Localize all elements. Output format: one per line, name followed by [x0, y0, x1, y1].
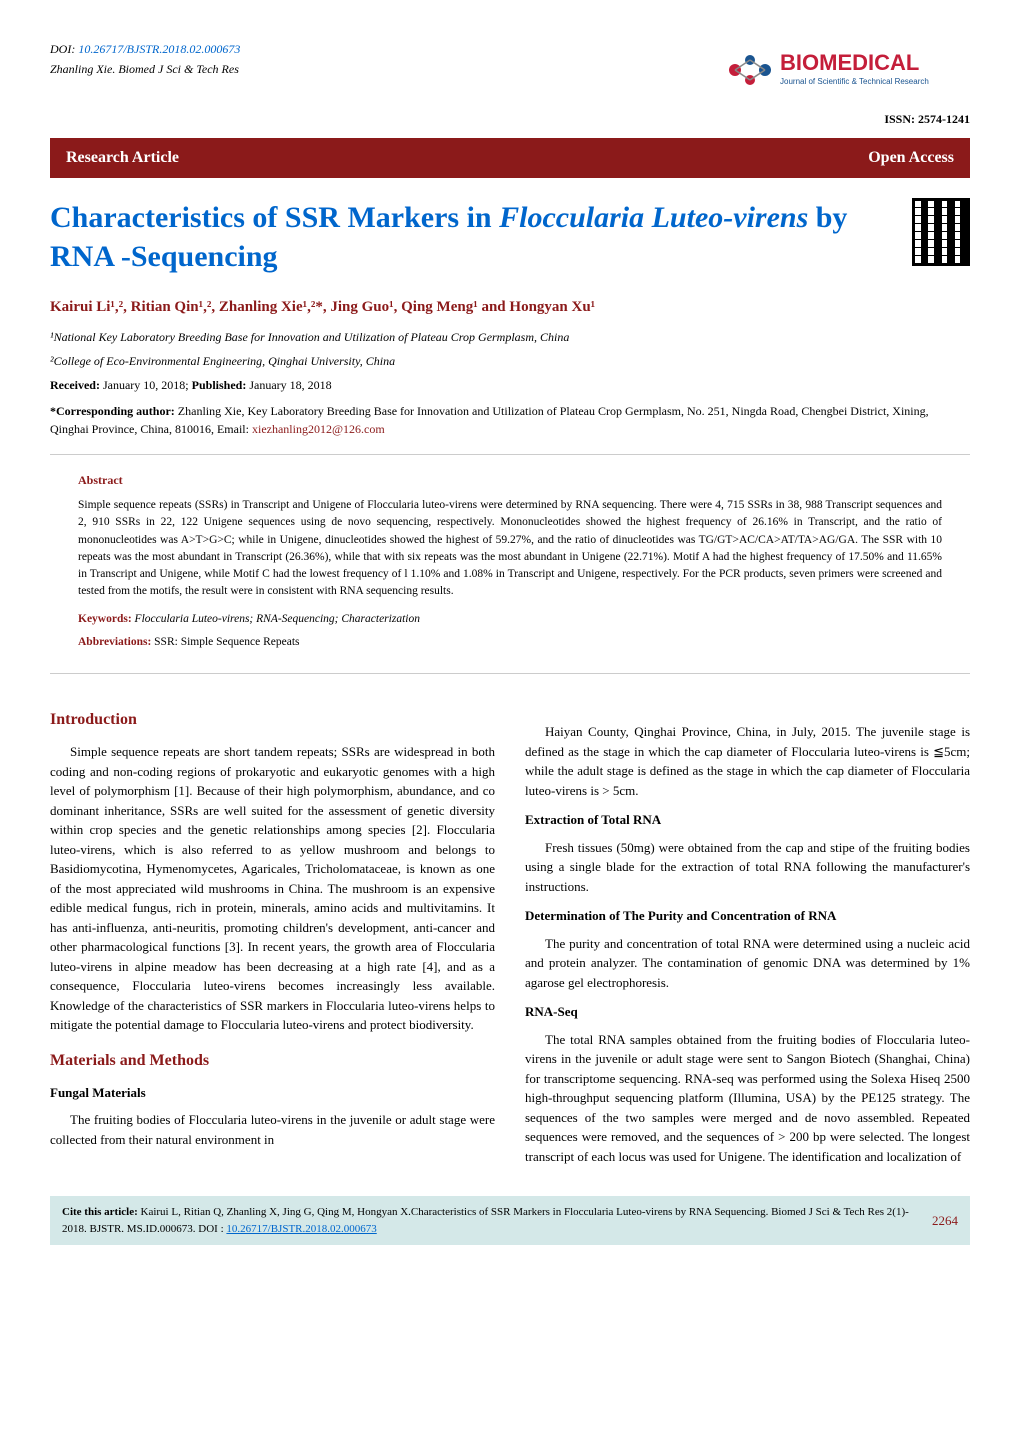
fungal-paragraph: The fruiting bodies of Floccularia luteo… — [50, 1110, 495, 1149]
cite-text: Kairui L, Ritian Q, Zhanling X, Jing G, … — [62, 1206, 909, 1235]
rnaseq-heading: RNA-Seq — [525, 1002, 970, 1022]
published-label: Published: — [192, 378, 247, 392]
affiliation-2: ²College of Eco-Environmental Engineerin… — [50, 352, 970, 370]
authors-line: Kairui Li¹,², Ritian Qin¹,², Zhanling Xi… — [50, 296, 970, 319]
received-date: January 10, 2018; — [103, 378, 189, 392]
doi-label: DOI: — [50, 42, 75, 56]
keywords-line: Keywords: Floccularia Luteo-virens; RNA-… — [78, 611, 942, 628]
article-type-banner: Research Article Open Access — [50, 138, 970, 178]
abbrev-line: Abbreviations: SSR: Simple Sequence Repe… — [78, 634, 942, 651]
header-left: DOI: 10.26717/BJSTR.2018.02.000673 Zhanl… — [50, 40, 710, 78]
abbrev-value: SSR: Simple Sequence Repeats — [154, 636, 299, 648]
biomedical-logo: BIOMEDICAL Journal of Scientific & Techn… — [710, 40, 970, 100]
dates-line: Received: January 10, 2018; Published: J… — [50, 376, 970, 394]
fungal-heading: Fungal Materials — [50, 1083, 495, 1103]
citation-box: Cite this article: Kairui L, Ritian Q, Z… — [50, 1196, 970, 1245]
corresponding-author: *Corresponding author: Zhanling Xie, Key… — [50, 402, 970, 438]
keywords-value: Floccularia Luteo-virens; RNA-Sequencing… — [135, 613, 420, 625]
author-ref: Zhanling Xie. — [50, 62, 115, 76]
received-label: Received: — [50, 378, 100, 392]
title-italic1: Floccularia Luteo-virens — [499, 201, 808, 234]
svg-text:BIOMEDICAL: BIOMEDICAL — [780, 50, 919, 75]
materials-heading: Materials and Methods — [50, 1049, 495, 1073]
title-part1: Characteristics of SSR Markers in — [50, 201, 499, 234]
purity-heading: Determination of The Purity and Concentr… — [525, 906, 970, 926]
corresponding-text: Zhanling Xie, Key Laboratory Breeding Ba… — [50, 404, 929, 436]
banner-left: Research Article — [66, 146, 179, 170]
abstract-text: Simple sequence repeats (SSRs) in Transc… — [78, 497, 942, 601]
article-title: Characteristics of SSR Markers in Floccu… — [50, 198, 912, 276]
extraction-heading: Extraction of Total RNA — [525, 810, 970, 830]
abstract-box: Abstract Simple sequence repeats (SSRs) … — [50, 454, 970, 674]
extraction-paragraph: Fresh tissues (50mg) were obtained from … — [525, 838, 970, 897]
logo-box: BIOMEDICAL Journal of Scientific & Techn… — [710, 40, 970, 128]
cite-doi-link[interactable]: 10.26717/BJSTR.2018.02.000673 — [226, 1223, 376, 1235]
right-column: Haiyan County, Qinghai Province, China, … — [525, 694, 970, 1176]
doi-line: DOI: 10.26717/BJSTR.2018.02.000673 — [50, 40, 710, 58]
cite-label: Cite this article: — [62, 1206, 138, 1218]
corresponding-email[interactable]: xiezhanling2012@126.com — [252, 422, 385, 436]
banner-right: Open Access — [868, 146, 954, 170]
citation-text-wrap: Cite this article: Kairui L, Ritian Q, Z… — [62, 1204, 932, 1237]
left-column: Introduction Simple sequence repeats are… — [50, 694, 495, 1176]
doi-link[interactable]: 10.26717/BJSTR.2018.02.000673 — [78, 42, 240, 56]
abstract-heading: Abstract — [78, 471, 942, 489]
journal-ref: Biomed J Sci & Tech Res — [118, 62, 239, 76]
header-row: DOI: 10.26717/BJSTR.2018.02.000673 Zhanl… — [50, 40, 970, 128]
body-columns: Introduction Simple sequence repeats are… — [50, 694, 970, 1176]
introduction-heading: Introduction — [50, 708, 495, 732]
qr-code — [912, 198, 970, 266]
abbrev-label: Abbreviations: — [78, 636, 151, 648]
rnaseq-paragraph: The total RNA samples obtained from the … — [525, 1030, 970, 1167]
title-row: Characteristics of SSR Markers in Floccu… — [50, 198, 970, 296]
intro-paragraph: Simple sequence repeats are short tandem… — [50, 742, 495, 1035]
corresponding-label: *Corresponding author: — [50, 404, 175, 418]
col2-p1: Haiyan County, Qinghai Province, China, … — [525, 722, 970, 800]
keywords-label: Keywords: — [78, 613, 132, 625]
purity-paragraph: The purity and concentration of total RN… — [525, 934, 970, 993]
author-ref-line: Zhanling Xie. Biomed J Sci & Tech Res — [50, 60, 710, 78]
page-number: 2264 — [932, 1211, 958, 1231]
svg-text:Journal of Scientific & Techni: Journal of Scientific & Technical Resear… — [780, 77, 929, 86]
issn: ISSN: 2574-1241 — [710, 110, 970, 128]
affiliation-1: ¹National Key Laboratory Breeding Base f… — [50, 328, 970, 346]
published-date: January 18, 2018 — [249, 378, 331, 392]
